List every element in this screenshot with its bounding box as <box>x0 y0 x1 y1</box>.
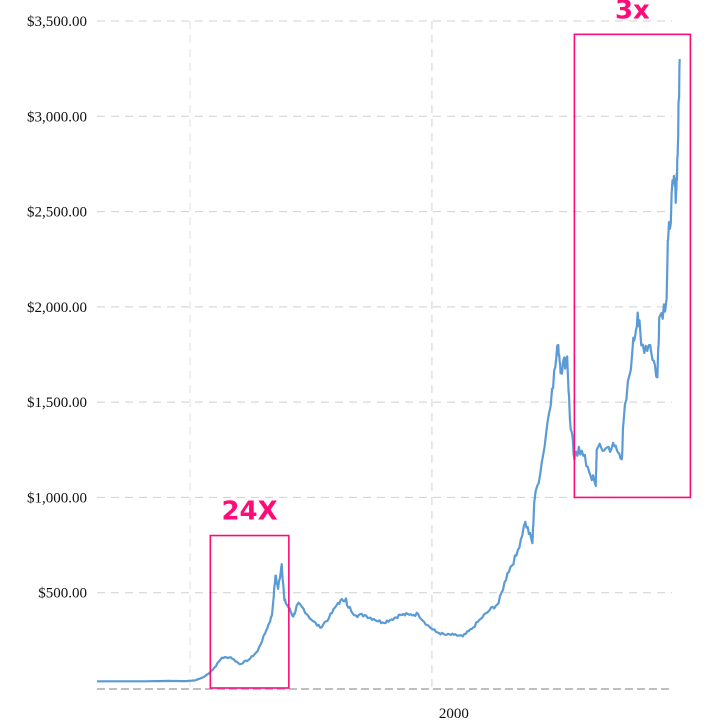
price-line <box>97 59 681 683</box>
annotations: 24X 3x <box>209 0 692 689</box>
annotation-box <box>209 534 290 689</box>
price-series <box>97 59 681 683</box>
x-axis-tick-labels: 2000 <box>439 706 469 722</box>
y-tick-label: $2,500.00 <box>27 205 87 221</box>
y-tick-label: $1,500.00 <box>27 395 87 411</box>
y-axis-tick-labels: $500.00 $1,000.00 $1,500.00 $2,000.00 $2,500… <box>27 14 87 602</box>
annotation-label: 3x <box>615 0 650 25</box>
x-tick-label: 2000 <box>439 706 469 722</box>
grid-lines <box>97 20 672 690</box>
annotation-box <box>573 33 692 499</box>
y-tick-label: $500.00 <box>38 586 87 602</box>
y-tick-label: $3,500.00 <box>27 14 87 30</box>
y-tick-label: $3,000.00 <box>27 109 87 125</box>
y-tick-label: $2,000.00 <box>27 300 87 316</box>
annotation-label: 24X <box>221 497 277 527</box>
y-tick-label: $1,000.00 <box>27 490 87 506</box>
